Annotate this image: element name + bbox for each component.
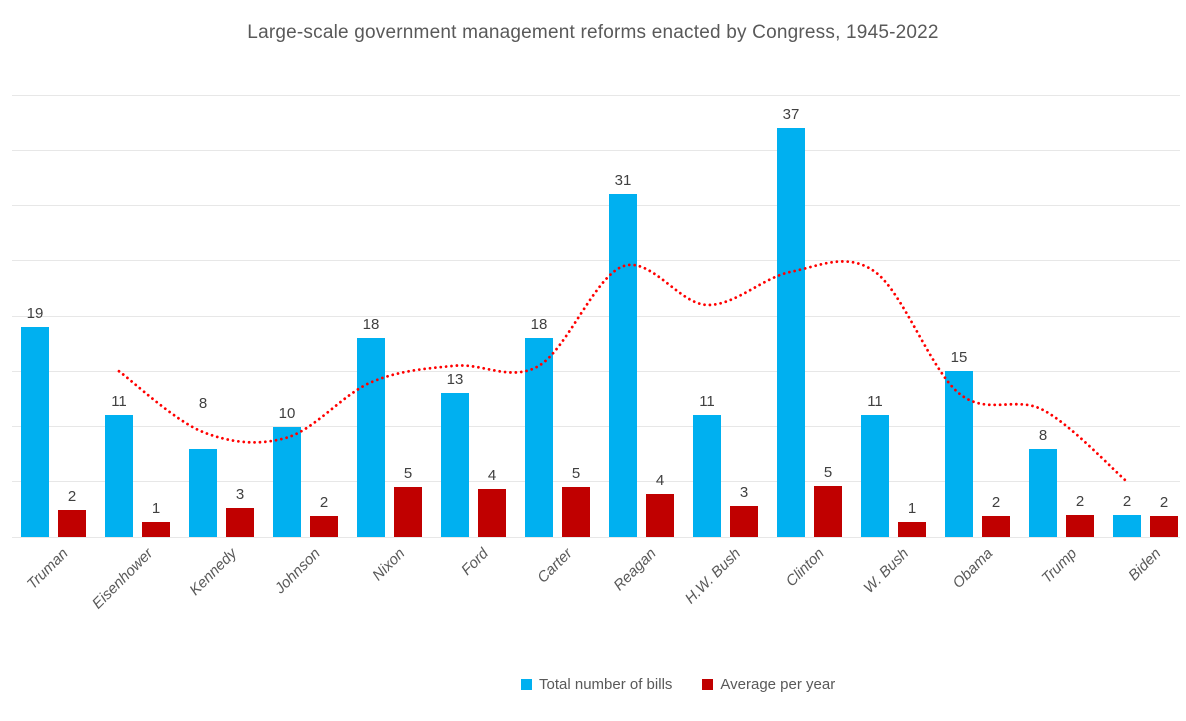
data-label: 2 bbox=[67, 488, 77, 506]
average-per-year-bar bbox=[562, 487, 590, 537]
trendline-path bbox=[117, 260, 1129, 484]
legend-item-average-per-year: Average per year bbox=[702, 676, 835, 693]
x-axis-label-ford: Ford bbox=[458, 545, 493, 579]
x-axis-label-reagan: Reagan bbox=[610, 545, 661, 595]
average-per-year-bar bbox=[646, 493, 674, 537]
total-number-of-bills-bar bbox=[1029, 448, 1057, 537]
total-number-of-bills-bar bbox=[357, 338, 385, 537]
gridline bbox=[12, 149, 1180, 151]
legend-label-average-per-year: Average per year bbox=[720, 676, 836, 693]
data-label: 4 bbox=[655, 471, 665, 489]
data-label: 5 bbox=[571, 465, 581, 483]
gridline bbox=[12, 536, 1180, 538]
average-per-year-bar bbox=[478, 489, 506, 537]
total-number-of-bills-bar bbox=[609, 194, 637, 537]
data-label: 15 bbox=[950, 349, 968, 367]
data-label: 13 bbox=[446, 371, 464, 389]
average-per-year-bar bbox=[898, 521, 926, 537]
average-per-year-bar bbox=[1150, 516, 1178, 537]
x-axis-label-trump: Trump bbox=[1038, 545, 1081, 587]
data-label: 5 bbox=[823, 464, 833, 482]
data-label: 8 bbox=[198, 394, 208, 412]
data-label: 11 bbox=[699, 393, 715, 411]
total-number-of-bills-bar bbox=[525, 338, 553, 537]
x-axis-label-kennedy: Kennedy bbox=[186, 545, 241, 599]
data-label: 1 bbox=[907, 499, 917, 517]
average-per-year-swatch-icon bbox=[702, 679, 714, 690]
gridline bbox=[12, 481, 1180, 483]
plot-area: 19 11 8 10 18 13 18 31 11 37 11 15 8 2 2 1 3 2 5 4 5 4 3 5 1 2 2 2 bbox=[12, 94, 1180, 538]
legend-label-total-bills: Total number of bills bbox=[539, 676, 673, 693]
data-label: 18 bbox=[362, 316, 380, 334]
total-number-of-bills-bar bbox=[441, 393, 469, 537]
total-number-of-bills-bar bbox=[105, 415, 133, 537]
average-per-year-bar bbox=[58, 510, 86, 537]
data-label: 1 bbox=[151, 499, 161, 517]
data-label: 3 bbox=[235, 486, 245, 504]
average-per-year-bar bbox=[310, 516, 338, 537]
total-number-of-bills-bar bbox=[1113, 514, 1141, 537]
data-label: 37 bbox=[782, 106, 800, 124]
legend-item-total-bills: Total number of bills bbox=[521, 676, 672, 693]
gridline bbox=[12, 260, 1180, 262]
data-label: 2 bbox=[319, 494, 329, 511]
total-number-of-bills-bar bbox=[189, 448, 217, 537]
data-label: 18 bbox=[530, 316, 548, 334]
average-per-year-bar bbox=[1066, 514, 1094, 537]
data-label: 5 bbox=[403, 465, 413, 483]
legend: Total number of bills Average per year bbox=[521, 676, 835, 693]
chart-title: Large-scale government management reform… bbox=[247, 22, 939, 43]
average-per-year-bar bbox=[814, 486, 842, 537]
x-axis-label-truman: Truman bbox=[24, 545, 73, 593]
x-axis-label-carter: Carter bbox=[534, 545, 577, 587]
total-number-of-bills-bar bbox=[273, 426, 301, 537]
total-number-of-bills-bar bbox=[861, 415, 889, 537]
x-axis-label-h-w-bush: H.W. Bush bbox=[681, 545, 745, 608]
average-per-year-bar bbox=[142, 521, 170, 537]
total-number-of-bills-bar bbox=[21, 327, 49, 537]
trendline-layer bbox=[117, 260, 1129, 484]
data-label: 19 bbox=[26, 305, 44, 323]
average-per-year-bar bbox=[226, 508, 254, 537]
data-label: 11 bbox=[867, 393, 883, 411]
total-number-of-bills-bar bbox=[693, 415, 721, 537]
x-axis-label-clinton: Clinton bbox=[782, 545, 829, 591]
total-number-of-bills-bar bbox=[777, 128, 805, 537]
data-label: 2 bbox=[991, 494, 1001, 511]
total-bills-swatch-icon bbox=[521, 679, 532, 690]
data-label: 2 bbox=[1075, 492, 1085, 510]
x-axis-label-w-bush: W. Bush bbox=[860, 545, 913, 597]
gridline bbox=[12, 94, 1180, 96]
data-label: 8 bbox=[1038, 426, 1048, 444]
x-axis-label-eisenhower: Eisenhower bbox=[88, 545, 157, 613]
gridline bbox=[12, 370, 1180, 372]
average-per-year-bar bbox=[394, 487, 422, 537]
gridline bbox=[12, 426, 1180, 427]
data-label: 10 bbox=[278, 404, 296, 422]
data-label: 4 bbox=[487, 467, 497, 485]
data-label: 31 bbox=[614, 172, 632, 190]
average-per-year-bar bbox=[730, 506, 758, 537]
gridline bbox=[12, 315, 1180, 317]
average-per-year-bar bbox=[982, 516, 1010, 537]
data-label: 2 bbox=[1122, 492, 1132, 510]
x-axis-label-biden: Biden bbox=[1124, 545, 1165, 585]
data-label: 2 bbox=[1159, 494, 1169, 511]
data-label: 3 bbox=[739, 484, 749, 502]
gridline bbox=[12, 205, 1180, 206]
data-label: 11 bbox=[111, 393, 127, 411]
x-axis-label-obama: Obama bbox=[949, 545, 997, 592]
x-axis-label-johnson: Johnson bbox=[271, 545, 325, 598]
x-axis-label-nixon: Nixon bbox=[368, 545, 409, 585]
